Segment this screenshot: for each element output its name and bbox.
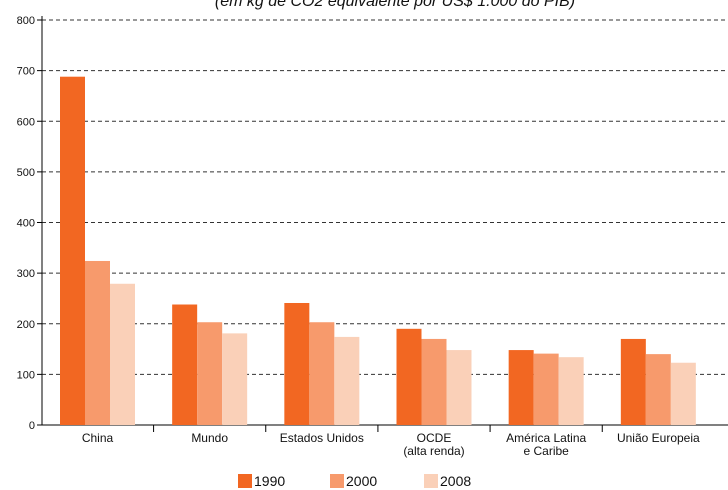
x-category-label: OCDE bbox=[417, 431, 452, 445]
bar-1990-0 bbox=[60, 76, 85, 425]
x-category-label: América Latina bbox=[506, 431, 586, 445]
bar-2008-5 bbox=[670, 362, 696, 425]
legend-swatch-2008 bbox=[424, 474, 438, 488]
x-category-label: Estados Unidos bbox=[280, 431, 364, 445]
y-tick-label: 100 bbox=[17, 369, 35, 381]
legend: 1990 2000 2008 bbox=[238, 473, 471, 489]
bar-1990-5 bbox=[620, 338, 646, 425]
legend-swatch-1990 bbox=[238, 474, 252, 488]
chart-title-partial: (em kg de CO2 equivalente por US$ 1.000 … bbox=[215, 0, 575, 10]
y-tick-label: 600 bbox=[17, 116, 35, 128]
bar-2008-3 bbox=[446, 350, 472, 425]
x-category-label: China bbox=[82, 431, 114, 445]
bars bbox=[60, 76, 696, 425]
x-category-label: e Caribe bbox=[523, 444, 569, 458]
bar-2008-0 bbox=[110, 283, 135, 425]
bar-1990-2 bbox=[284, 302, 310, 425]
y-tick-label: 300 bbox=[17, 268, 35, 280]
y-tick-label: 200 bbox=[17, 319, 35, 331]
bar-1990-3 bbox=[396, 328, 422, 425]
y-tick-label: 700 bbox=[17, 66, 35, 78]
bar-1990-4 bbox=[508, 350, 534, 425]
bar-2008-2 bbox=[334, 336, 360, 425]
bar-2000-2 bbox=[309, 322, 335, 425]
x-category-label: (alta renda) bbox=[403, 444, 464, 458]
bar-2000-3 bbox=[421, 338, 447, 425]
y-tick-label: 500 bbox=[17, 167, 35, 179]
grid-lines bbox=[42, 19, 728, 375]
legend-label-1990: 1990 bbox=[254, 473, 285, 489]
y-tick-label: 800 bbox=[17, 15, 35, 27]
legend-swatch-2000 bbox=[330, 474, 344, 488]
x-category-label: Mundo bbox=[191, 431, 228, 445]
bar-1990-1 bbox=[172, 304, 198, 425]
legend-label-2008: 2008 bbox=[440, 473, 471, 489]
legend-label-2000: 2000 bbox=[346, 473, 377, 489]
x-category-label: União Europeia bbox=[617, 431, 700, 445]
bar-2008-1 bbox=[222, 333, 248, 425]
bar-2000-4 bbox=[533, 353, 559, 425]
bar-2000-0 bbox=[85, 260, 110, 425]
bar-2008-4 bbox=[558, 357, 584, 425]
bar-2000-1 bbox=[197, 322, 223, 425]
axes: 0 100 200 300 400 500 600 700 800 bbox=[17, 15, 728, 432]
bar-2000-5 bbox=[645, 354, 671, 425]
y-tick-label: 0 bbox=[29, 420, 35, 432]
y-tick-label: 400 bbox=[17, 218, 35, 230]
x-axis-labels: China Mundo Estados Unidos OCDE(alta renda)… bbox=[82, 431, 700, 458]
